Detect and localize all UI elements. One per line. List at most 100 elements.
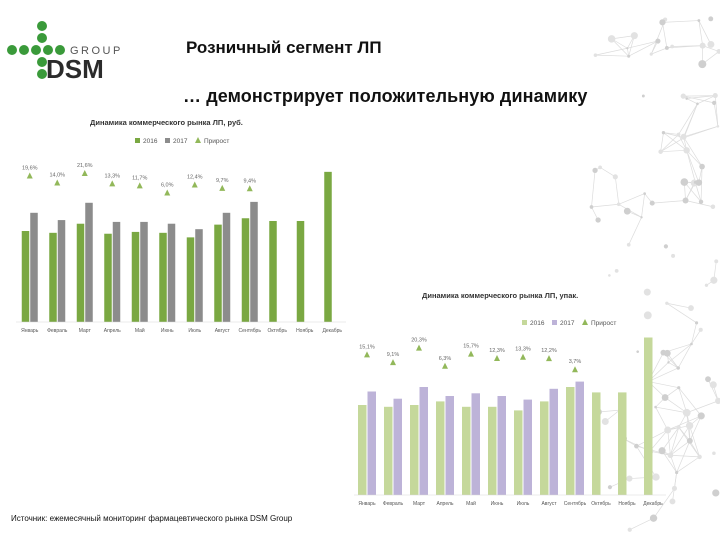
growth-marker-1 — [364, 351, 370, 358]
growth-marker-4 — [109, 180, 116, 187]
network-node — [704, 283, 709, 287]
network-node — [643, 288, 651, 296]
network-node — [685, 422, 694, 430]
network-node — [695, 179, 703, 186]
bar-2017-6 — [497, 396, 506, 495]
network-link — [648, 367, 679, 382]
legend-label-growth: Прирост — [204, 138, 229, 145]
network-node — [623, 207, 631, 215]
network-node — [616, 202, 621, 207]
legend-swatch-2016 — [135, 138, 140, 143]
x-tick-label-3: Март — [79, 328, 92, 334]
network-link — [649, 429, 668, 452]
network-node — [592, 167, 598, 174]
growth-label-5: 15,7% — [463, 344, 479, 350]
legend-swatch-2016 — [522, 320, 527, 325]
network-link — [655, 406, 687, 414]
network-node — [680, 178, 689, 186]
bar-2016-3 — [410, 405, 419, 495]
growth-marker-8 — [219, 184, 226, 191]
bar-2016-1 — [358, 405, 367, 495]
network-link — [595, 47, 628, 56]
chart-title: Динамика коммерческого рынка ЛП, упак. — [422, 291, 578, 300]
network-link — [689, 425, 700, 457]
x-tick-label-5: Май — [466, 500, 476, 507]
network-link — [686, 98, 698, 105]
network-link — [591, 203, 619, 208]
network-link — [599, 167, 616, 178]
bar-2016-7 — [186, 237, 195, 322]
bar-2017-7 — [523, 399, 532, 495]
network-link — [591, 170, 596, 208]
network-node — [598, 165, 602, 170]
network-node — [712, 489, 720, 497]
network-link — [667, 429, 671, 456]
network-link — [683, 103, 698, 138]
growth-label-9: 3,7% — [569, 359, 582, 365]
logo-dots-icon — [7, 21, 65, 79]
network-link — [670, 427, 680, 456]
network-node — [643, 311, 652, 320]
bar-2017-4 — [445, 396, 454, 495]
network-link — [689, 415, 702, 441]
network-node — [685, 97, 688, 100]
bar-2017-1 — [30, 212, 38, 322]
network-node — [614, 269, 619, 273]
network-node — [676, 425, 681, 430]
growth-marker-4 — [442, 362, 448, 369]
network-link — [685, 200, 714, 208]
x-tick-label-11: Ноябрь — [296, 328, 314, 334]
growth-marker-2 — [390, 359, 396, 366]
network-node — [697, 412, 705, 420]
growth-label-4: 13,3% — [104, 173, 120, 179]
x-tick-label-5: Май — [135, 327, 145, 334]
growth-marker-6 — [164, 189, 171, 196]
bar-2016-1 — [21, 231, 30, 322]
network-node — [698, 327, 703, 332]
network-node — [675, 470, 679, 475]
network-node — [640, 216, 643, 219]
network-node — [641, 94, 645, 98]
network-node — [661, 130, 666, 135]
rubles-chart: Динамика коммерческого рынка ЛП, руб. 201… — [10, 112, 350, 340]
network-link — [629, 517, 654, 531]
x-tick-label-8: Август — [215, 328, 231, 334]
x-tick-label-11: Ноябрь — [618, 501, 636, 507]
network-node — [705, 376, 711, 383]
dsm-group-logo: GROUP DSM — [6, 18, 126, 84]
network-link — [678, 103, 698, 135]
bar-2016-9 — [241, 218, 250, 322]
logo-group-text: GROUP — [70, 45, 123, 57]
bar-2017-9 — [250, 201, 258, 322]
network-link — [670, 425, 690, 456]
growth-marker-5 — [136, 182, 143, 189]
bar-2017-2 — [393, 398, 402, 495]
growth-marker-2 — [54, 179, 61, 186]
network-node — [669, 498, 676, 505]
network-node — [595, 217, 601, 223]
network-link — [598, 409, 620, 413]
network-link — [707, 379, 719, 402]
network-link — [661, 427, 680, 451]
bar-2017-9 — [575, 381, 584, 495]
growth-label-8: 12,2% — [541, 348, 557, 354]
network-link — [670, 454, 700, 458]
network-node — [698, 60, 707, 69]
bar-2016-2 — [384, 406, 393, 495]
network-node — [660, 349, 667, 356]
x-tick-label-1: Январь — [358, 501, 376, 507]
logo-brand-text: DSM — [46, 54, 104, 82]
network-node — [661, 394, 669, 401]
network-link — [652, 200, 686, 204]
network-link — [686, 150, 703, 167]
network-node — [696, 102, 699, 106]
network-node — [630, 32, 638, 40]
network-link — [660, 149, 687, 153]
network-node — [698, 199, 704, 204]
growth-label-7: 12,4% — [187, 175, 203, 181]
network-link — [663, 132, 687, 151]
x-tick-label-1: Январь — [21, 328, 39, 334]
network-node — [686, 437, 693, 444]
packages-chart-svg: Динамика коммерческого рынка ЛП, упак. 20… — [354, 291, 666, 507]
